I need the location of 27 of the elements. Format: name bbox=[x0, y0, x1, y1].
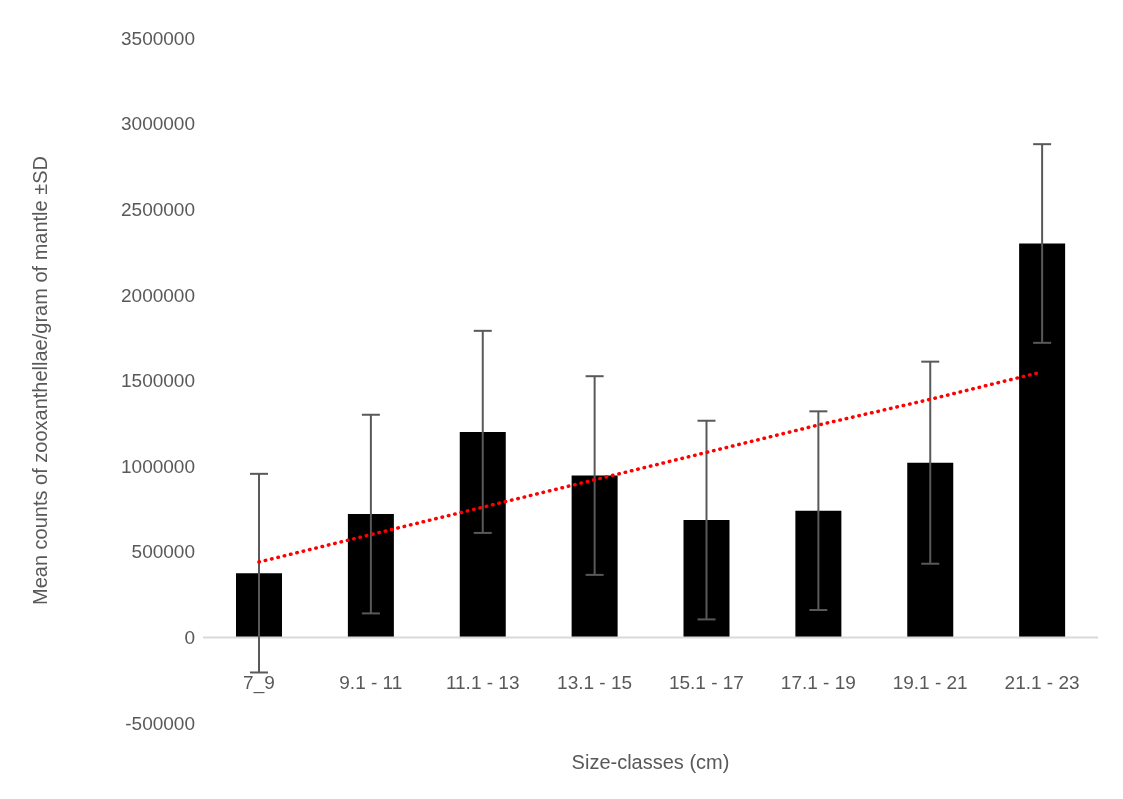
bar bbox=[459, 431, 506, 638]
bar bbox=[907, 462, 954, 638]
x-tick-label: 21.1 - 23 bbox=[1004, 672, 1080, 693]
x-tick-label: 9.1 - 11 bbox=[339, 672, 403, 693]
y-tick-label: 0 bbox=[184, 627, 195, 649]
y-tick-label: -500000 bbox=[125, 712, 195, 734]
y-tick-label: 3000000 bbox=[121, 113, 195, 135]
y-tick-label: 1500000 bbox=[121, 370, 195, 392]
x-axis-title: Size-classes (cm) bbox=[571, 751, 730, 773]
x-tick-label: 13.1 - 15 bbox=[557, 672, 633, 693]
bar bbox=[683, 520, 730, 638]
x-tick-label: 11.1 - 13 bbox=[445, 672, 520, 693]
bar bbox=[571, 475, 618, 638]
bar bbox=[795, 510, 842, 638]
x-tick-label: 19.1 - 21 bbox=[892, 672, 968, 693]
y-axis-title: Mean counts of zooxanthellae/gram of mantle ±SD bbox=[29, 156, 52, 605]
x-tick-label: 15.1 - 17 bbox=[668, 672, 744, 693]
x-tick-label: 17.1 - 19 bbox=[780, 672, 856, 693]
y-tick-label: 2500000 bbox=[121, 198, 195, 220]
y-tick-label: 3500000 bbox=[121, 27, 195, 49]
y-tick-label: 1000000 bbox=[121, 455, 195, 477]
y-tick-label: 500000 bbox=[131, 541, 195, 563]
y-tick-label: 2000000 bbox=[121, 284, 195, 306]
x-tick-label: 7_9 bbox=[243, 672, 275, 694]
bar bbox=[347, 514, 394, 638]
bar bbox=[1019, 243, 1066, 638]
bar bbox=[236, 573, 282, 638]
